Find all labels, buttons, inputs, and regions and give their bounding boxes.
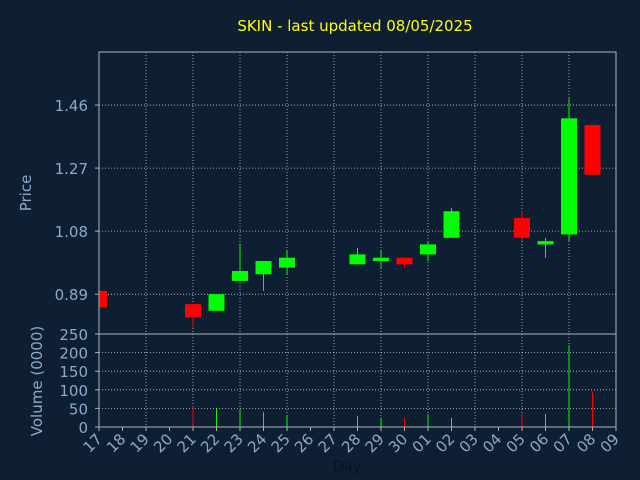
candle-body	[232, 270, 248, 281]
volume-tick-label: 250	[59, 326, 88, 344]
candle	[279, 251, 295, 275]
candle-body	[279, 257, 295, 268]
candle-body	[373, 257, 389, 262]
chart-title: SKIN - last updated 08/05/2025	[237, 17, 472, 35]
candle-body	[443, 211, 460, 238]
price-tick-label: 1.08	[55, 223, 88, 241]
candle	[420, 241, 436, 262]
candle	[537, 237, 554, 258]
candle	[208, 294, 225, 311]
candle	[98, 290, 107, 308]
candle	[514, 211, 530, 242]
candle	[443, 207, 460, 238]
candle-body	[208, 294, 225, 311]
volume-tick-label: 50	[69, 400, 88, 418]
candlesticks	[98, 98, 601, 328]
candle	[349, 247, 366, 265]
candle-body	[420, 244, 436, 255]
candle	[185, 304, 201, 328]
candle	[232, 244, 248, 281]
candle-body	[349, 254, 366, 265]
volume-bars	[192, 345, 593, 427]
volume-tick-label: 0	[78, 419, 88, 437]
volume-tick-label: 150	[59, 363, 88, 381]
price-grid	[99, 52, 616, 334]
volume-tick-label: 200	[59, 345, 88, 363]
candle	[255, 261, 272, 291]
candle	[584, 124, 601, 175]
candle	[561, 98, 577, 242]
candle-body	[561, 118, 577, 235]
volume-tick-label: 100	[59, 382, 88, 400]
candle	[396, 257, 413, 268]
candle-body	[584, 124, 601, 175]
candle-body	[537, 241, 554, 245]
candle-body	[185, 304, 201, 318]
candle-body	[255, 261, 272, 275]
volume-axis-label: Volume (0000)	[28, 326, 46, 436]
price-tick-label: 1.27	[55, 160, 88, 178]
volume-grid	[99, 334, 616, 427]
candle-body	[396, 257, 413, 265]
candle	[373, 251, 389, 268]
x-axis-label: Day	[333, 459, 361, 475]
price-axis-ticks: 0.89 1.08 1.27 1.46	[55, 97, 99, 304]
candle-body	[514, 217, 530, 238]
price-tick-label: 0.89	[55, 286, 88, 304]
price-axis-label: Price	[17, 175, 35, 212]
price-tick-label: 1.46	[55, 97, 88, 115]
candle-body	[99, 290, 107, 308]
